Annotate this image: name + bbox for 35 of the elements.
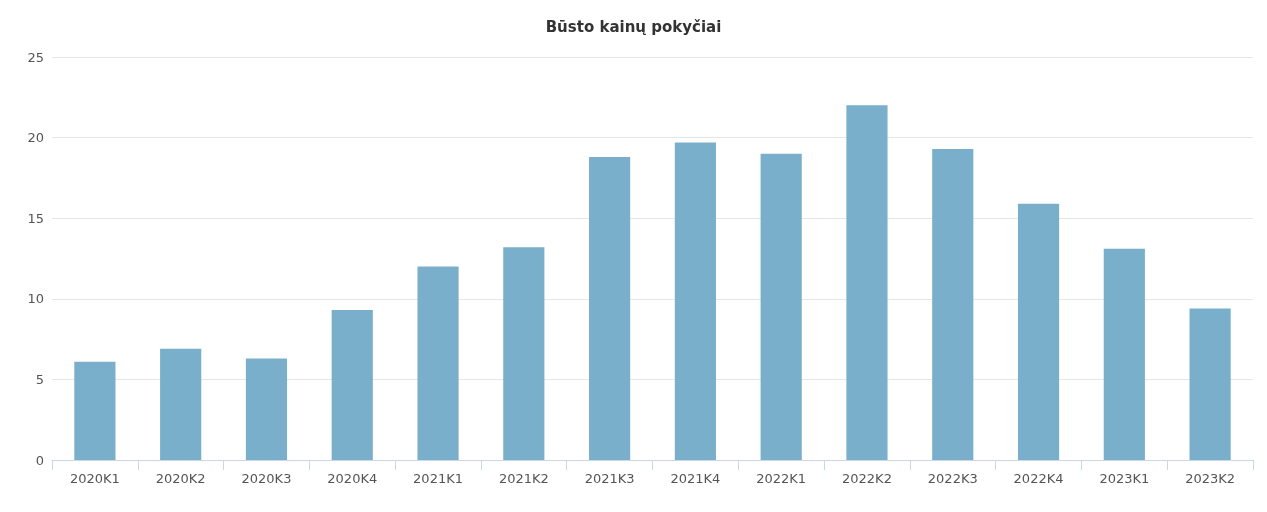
- bar: [503, 247, 545, 460]
- x-tick-label: 2022K3: [927, 471, 978, 486]
- bar: [417, 266, 459, 460]
- x-tick-label: 2022K4: [1013, 471, 1064, 486]
- bar: [1017, 203, 1060, 460]
- x-tick-label: 2022K2: [842, 471, 892, 486]
- bar: [932, 148, 974, 460]
- chart-title: Būsto kainų pokyčiai: [545, 17, 722, 36]
- bar: [589, 156, 631, 460]
- x-tick-label: 2021K2: [498, 471, 549, 486]
- y-tick-label: 15: [27, 210, 44, 226]
- bar: [74, 361, 116, 460]
- y-tick-label: 20: [27, 130, 44, 146]
- y-tick-label: 5: [35, 371, 44, 387]
- y-tick-label: 25: [27, 49, 44, 65]
- x-tick-label: 2020K4: [327, 471, 378, 486]
- x-tick-label: 2020K3: [241, 471, 292, 486]
- bar: [160, 348, 202, 460]
- bar: [760, 153, 802, 460]
- bar: [674, 142, 716, 460]
- x-tick-label: 2021K4: [670, 471, 721, 486]
- y-tick-label: 0: [35, 452, 44, 468]
- y-tick-label: 10: [27, 291, 44, 307]
- x-tick-label: 2023K2: [1185, 471, 1236, 486]
- bar: [245, 358, 288, 460]
- bar: [331, 310, 373, 460]
- x-tick-label: 2021K1: [413, 471, 463, 486]
- x-tick-label: 2020K1: [69, 471, 120, 486]
- x-tick-label: 2022K1: [756, 471, 807, 486]
- x-tick-label: 2021K3: [584, 471, 635, 486]
- x-tick-label: 2023K1: [1099, 471, 1150, 486]
- bar: [1103, 248, 1145, 460]
- x-tick-label: 2020K2: [155, 471, 206, 486]
- bar: [1189, 308, 1231, 460]
- bar: [846, 105, 888, 460]
